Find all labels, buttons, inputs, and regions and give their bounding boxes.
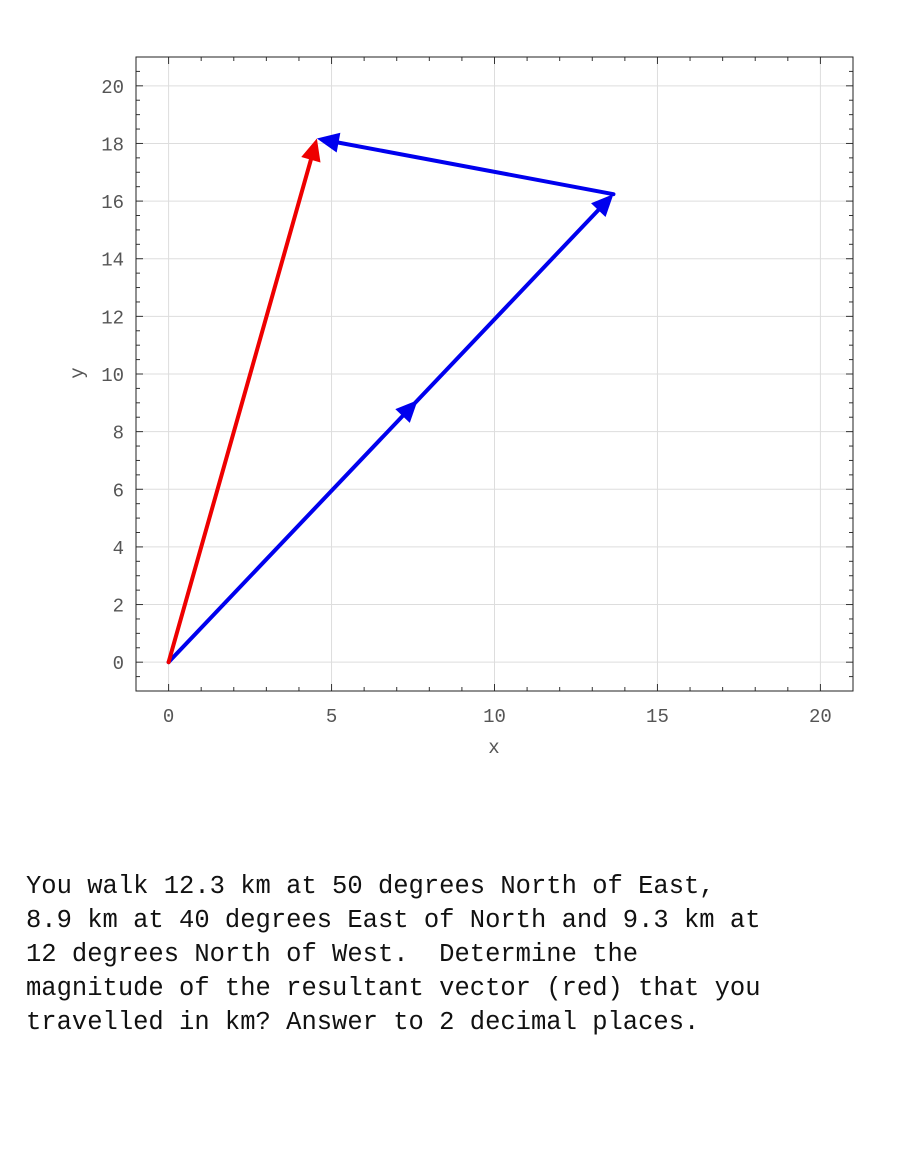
- vector-1-arrowhead: [591, 194, 614, 218]
- vectors: [166, 132, 616, 665]
- y-tick-label: 8: [113, 423, 124, 445]
- vector-2-arrowhead: [316, 132, 341, 153]
- question-line: You walk 12.3 km at 50 degrees North of …: [26, 872, 715, 901]
- y-tick-label: 6: [113, 480, 124, 502]
- y-tick-label: 4: [113, 538, 124, 560]
- y-tick-label: 10: [101, 365, 124, 387]
- y-tick-label: 2: [113, 596, 124, 618]
- question-line: magnitude of the resultant vector (red) …: [26, 974, 761, 1003]
- y-axis-label: y: [67, 367, 89, 378]
- axis-ticks: [135, 56, 854, 692]
- x-tick-labels: 0 5 10 15 20: [163, 706, 832, 728]
- y-tick-label: 14: [101, 250, 124, 272]
- y-tick-labels: 0 2 4 6 8 10 12 14 16 18 20: [101, 77, 124, 675]
- vector-2-line: [330, 139, 616, 197]
- plot-frame: [135, 56, 854, 692]
- y-tick-label: 16: [101, 192, 124, 214]
- vector-chart: 0 5 10 15 20 0 2 4 6 8 10 12 14 16 18 20 x y: [67, 56, 854, 759]
- vector-3-line: [166, 151, 315, 665]
- x-tick-label: 15: [646, 706, 669, 728]
- vector-1-mid-arrowhead: [395, 400, 418, 423]
- vector-3-arrowhead: [301, 138, 321, 163]
- x-tick-label: 10: [483, 706, 506, 728]
- y-tick-label: 18: [101, 134, 124, 156]
- x-axis-label: x: [488, 737, 499, 759]
- y-tick-label: 0: [113, 653, 124, 675]
- question-line: 12 degrees North of West. Determine the: [26, 940, 639, 969]
- grid-lines: [136, 57, 853, 691]
- vector-1-line: [166, 203, 605, 665]
- question-line: 8.9 km at 40 degrees East of North and 9…: [26, 906, 761, 935]
- question-line: travelled in km? Answer to 2 decimal pla…: [26, 1008, 700, 1037]
- y-tick-label: 12: [101, 307, 124, 329]
- question-text: You walk 12.3 km at 50 degrees North of …: [26, 870, 886, 1040]
- y-tick-label: 20: [101, 77, 124, 99]
- x-tick-label: 5: [326, 706, 337, 728]
- x-tick-label: 20: [809, 706, 832, 728]
- x-tick-label: 0: [163, 706, 174, 728]
